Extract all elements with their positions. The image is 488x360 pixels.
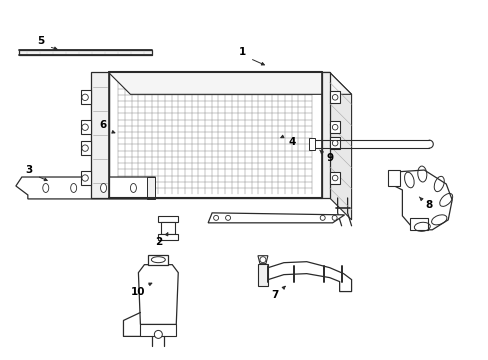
Polygon shape	[158, 234, 178, 240]
Text: 6: 6	[99, 120, 106, 130]
Polygon shape	[308, 138, 314, 150]
Polygon shape	[81, 141, 90, 155]
Text: 4: 4	[287, 137, 295, 147]
Circle shape	[320, 215, 325, 220]
Ellipse shape	[71, 184, 77, 193]
Circle shape	[332, 125, 337, 130]
Circle shape	[82, 124, 88, 130]
Text: 3: 3	[25, 165, 32, 175]
Polygon shape	[90, 72, 108, 198]
Polygon shape	[262, 262, 351, 292]
Polygon shape	[329, 72, 351, 220]
Polygon shape	[161, 222, 175, 234]
Ellipse shape	[42, 184, 49, 193]
Polygon shape	[409, 218, 427, 230]
Polygon shape	[148, 255, 168, 265]
Ellipse shape	[151, 257, 165, 263]
Polygon shape	[321, 72, 329, 198]
Polygon shape	[138, 265, 178, 324]
Polygon shape	[81, 90, 90, 104]
Polygon shape	[329, 91, 339, 103]
Polygon shape	[208, 213, 344, 223]
Text: 8: 8	[425, 200, 432, 210]
Ellipse shape	[101, 184, 106, 193]
Circle shape	[82, 94, 88, 100]
Circle shape	[82, 145, 88, 151]
Polygon shape	[258, 256, 267, 264]
Circle shape	[154, 330, 162, 338]
Polygon shape	[140, 324, 176, 336]
Circle shape	[331, 215, 336, 220]
Ellipse shape	[130, 184, 136, 193]
Circle shape	[225, 215, 230, 220]
Text: 5: 5	[37, 36, 44, 46]
Polygon shape	[108, 72, 321, 198]
Text: 1: 1	[238, 48, 245, 58]
Text: 9: 9	[325, 153, 332, 163]
Circle shape	[260, 257, 265, 263]
Polygon shape	[389, 170, 451, 230]
Polygon shape	[329, 172, 339, 184]
Polygon shape	[258, 264, 267, 285]
Polygon shape	[16, 177, 155, 199]
Polygon shape	[158, 216, 178, 222]
Text: 10: 10	[131, 287, 145, 297]
Circle shape	[332, 175, 337, 181]
Polygon shape	[81, 171, 90, 185]
Polygon shape	[147, 177, 155, 199]
Polygon shape	[81, 120, 90, 134]
Circle shape	[213, 215, 218, 220]
Polygon shape	[387, 170, 400, 186]
Polygon shape	[108, 72, 351, 94]
Circle shape	[82, 175, 88, 181]
Polygon shape	[329, 137, 339, 149]
Text: 2: 2	[154, 237, 162, 247]
Polygon shape	[329, 121, 339, 133]
Text: 7: 7	[271, 289, 278, 300]
Circle shape	[332, 95, 337, 100]
Polygon shape	[19, 50, 152, 55]
Circle shape	[332, 140, 337, 146]
